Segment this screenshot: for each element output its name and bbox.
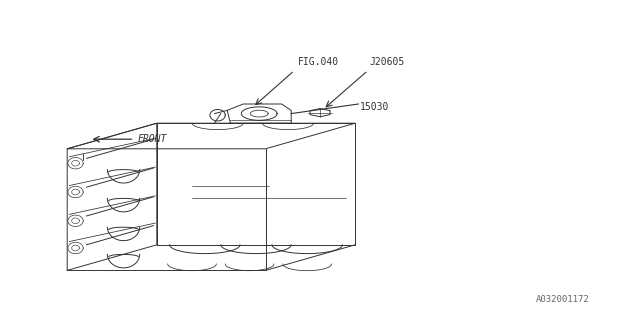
Text: FRONT: FRONT [138, 134, 167, 144]
Text: 15030: 15030 [360, 102, 389, 112]
Text: FIG.040: FIG.040 [298, 57, 339, 67]
Text: A032001172: A032001172 [536, 295, 590, 304]
Text: J20605: J20605 [370, 57, 405, 67]
